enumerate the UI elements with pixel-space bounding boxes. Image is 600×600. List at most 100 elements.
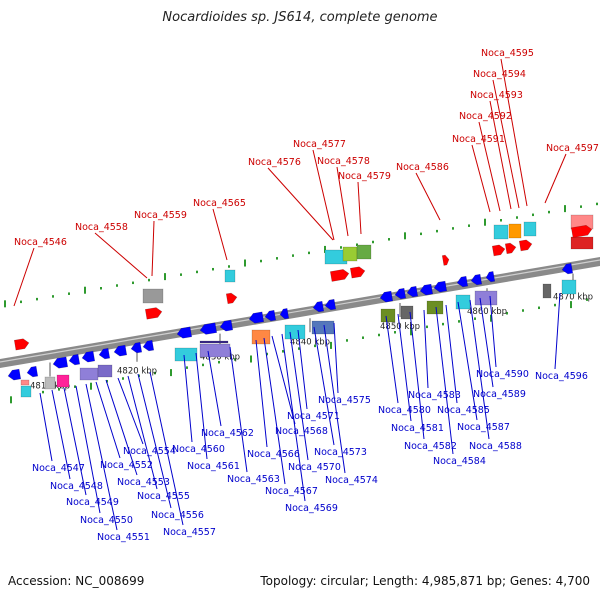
top-gene-label: Noca_4595	[481, 48, 534, 59]
top-leader-line	[489, 100, 512, 210]
bottom-dotted-track	[10, 298, 588, 404]
bottom-gene-label: Noca_4551	[97, 532, 150, 543]
bottom-leader-line	[479, 297, 494, 388]
bottom-leader-line	[409, 311, 425, 440]
track-dot	[436, 229, 438, 233]
bottom-gene-label: Noca_4557	[163, 527, 216, 538]
bottom-gene-label: Noca_4563	[227, 474, 280, 485]
bottom-gene-label: Noca_4561	[187, 461, 240, 472]
bottom-gene-label: Noca_4571	[287, 411, 340, 422]
feature-block	[56, 374, 70, 388]
track-dot	[196, 270, 198, 274]
track-dot	[58, 388, 60, 391]
track-dot	[378, 333, 380, 337]
bottom-gene-label: Noca_4581	[391, 423, 444, 434]
track-dot	[362, 336, 364, 339]
track-dot	[570, 301, 572, 309]
track-dot	[292, 254, 294, 257]
top-gene-label: Noca_4578	[317, 156, 370, 167]
gene-arrow	[491, 244, 506, 257]
reverse-gene	[7, 368, 22, 381]
forward-gene	[441, 254, 450, 266]
bottom-gene-label: Noca_4549	[66, 497, 119, 508]
bottom-leader-line	[105, 379, 138, 476]
reverse-gene	[470, 273, 483, 286]
backbone-band	[0, 257, 600, 368]
feature-block	[342, 246, 358, 262]
bottom-leader-line	[85, 383, 118, 531]
gene-arrow	[379, 290, 394, 303]
track-dot	[74, 385, 76, 388]
bottom-leader-line	[207, 350, 222, 427]
feature-block	[199, 343, 231, 358]
track-dot	[164, 273, 166, 281]
feature-block	[426, 300, 444, 315]
bottom-leader-line	[289, 331, 309, 461]
top-gene-label: Noca_4586	[396, 162, 449, 173]
gene-arrow	[68, 353, 81, 366]
bottom-gene-label: Noca_4560	[172, 444, 225, 455]
reverse-gene	[130, 341, 143, 354]
track-dot	[250, 355, 252, 363]
reverse-gene	[219, 319, 234, 332]
feature-block	[79, 367, 99, 381]
track-dot	[20, 300, 22, 304]
reverse-gene	[142, 339, 155, 352]
top-gene-label: Noca_4597	[546, 143, 599, 154]
track-dot	[202, 363, 204, 367]
bottom-gene-label: Noca_4566	[247, 449, 300, 460]
feature-block	[400, 305, 414, 320]
bottom-gene-label: Noca_4583	[408, 390, 461, 401]
top-leader-line	[94, 232, 148, 279]
reverse-strand-genes	[7, 262, 574, 381]
gene-arrow	[324, 298, 337, 311]
top-leader-line	[151, 220, 155, 277]
bottom-leader-line	[51, 389, 71, 480]
track-dot	[596, 202, 598, 206]
gene-arrow	[406, 285, 419, 298]
track-dot	[132, 281, 134, 285]
track-dot	[516, 216, 518, 219]
kbp-label: 4820 kbp	[117, 367, 157, 377]
bottom-gene-label: Noca_4552	[100, 460, 153, 471]
bottom-leader-line	[489, 295, 497, 368]
gene-arrow	[419, 283, 434, 296]
track-dot	[228, 265, 230, 268]
track-dot	[186, 366, 188, 369]
gene-arrow	[279, 308, 290, 320]
gene-arrow	[470, 273, 483, 286]
track-dot	[468, 224, 470, 227]
gene-arrow	[199, 322, 218, 335]
reverse-gene	[324, 298, 337, 311]
track-dot	[42, 390, 44, 394]
track-dot	[426, 325, 428, 329]
top-gene-label: Noca_4579	[338, 171, 391, 182]
reverse-gene	[433, 280, 448, 293]
gene-arrow	[219, 319, 234, 332]
forward-gene	[349, 266, 366, 279]
gene-arrow	[13, 338, 30, 351]
reverse-gene	[379, 290, 394, 303]
bottom-gene-label: Noca_4589	[473, 389, 526, 400]
forward-gene	[518, 239, 533, 252]
reverse-gene	[81, 350, 96, 363]
track-dot	[260, 259, 262, 263]
feature-block	[224, 269, 236, 283]
bottom-leader-line	[313, 326, 335, 446]
gene-arrow	[571, 224, 593, 238]
track-dot	[100, 287, 102, 290]
track-dot	[330, 341, 332, 349]
bottom-leader-line	[323, 324, 346, 474]
track-dot	[420, 232, 422, 236]
bottom-leader-line	[263, 337, 286, 485]
kbp-label: 4870 kbp	[553, 293, 593, 303]
reverse-gene	[248, 311, 265, 324]
reverse-gene	[264, 309, 277, 322]
reverse-gene	[176, 326, 193, 339]
track-dot	[474, 317, 476, 320]
feature-block	[142, 288, 164, 304]
gene-arrow	[81, 350, 96, 363]
track-dot	[458, 320, 460, 323]
gene-arrow	[7, 368, 22, 381]
bottom-leader-line	[183, 354, 193, 443]
